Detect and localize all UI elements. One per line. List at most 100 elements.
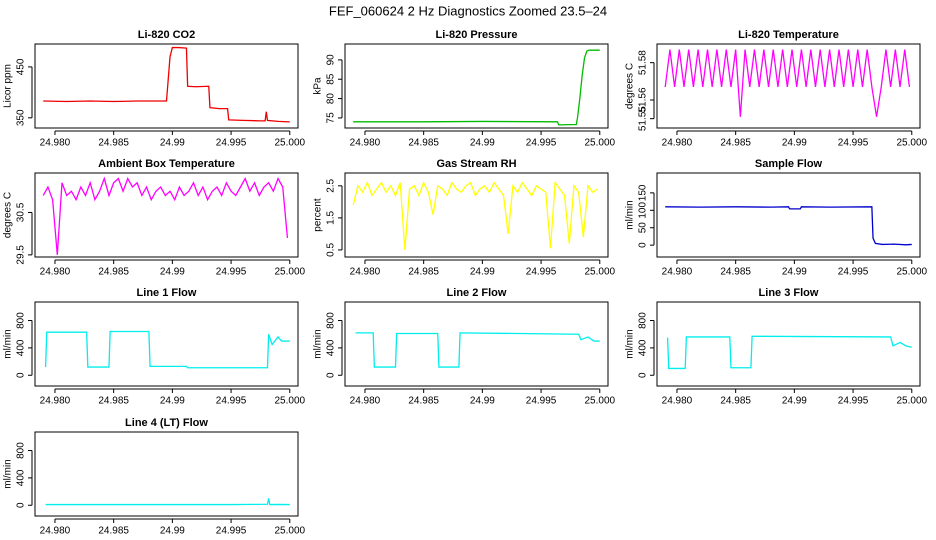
x-tick-label: 24.985 xyxy=(408,267,439,278)
x-tick-label: 25.000 xyxy=(896,138,927,149)
x-tick-label: 24.99 xyxy=(470,396,495,407)
x-tick-label: 24.99 xyxy=(470,267,495,278)
panel-title: Sample Flow xyxy=(755,158,823,170)
x-tick-label: 25.000 xyxy=(584,396,615,407)
data-line xyxy=(353,49,600,126)
y-tick-label: 800 xyxy=(16,312,27,329)
x-tick-label: 24.980 xyxy=(662,396,693,407)
y-axis-label: ml/min xyxy=(3,329,14,358)
y-axis-label: ml/min xyxy=(625,200,636,229)
x-tick-label: 24.99 xyxy=(160,526,185,537)
y-tick-label: 80 xyxy=(326,93,337,105)
data-line xyxy=(42,176,289,255)
x-tick-label: 24.99 xyxy=(470,138,495,149)
x-tick-label: 24.985 xyxy=(98,267,129,278)
panel-title: Line 4 (LT) Flow xyxy=(125,417,208,429)
y-tick-label: 450 xyxy=(16,58,27,75)
y-tick-label: 90 xyxy=(326,54,337,66)
x-tick-label: 24.985 xyxy=(720,396,751,407)
x-tick-label: 24.980 xyxy=(350,396,381,407)
y-tick-label: 2.5 xyxy=(326,178,337,192)
x-tick-label: 24.980 xyxy=(40,526,71,537)
y-tick-label: 1.5 xyxy=(326,210,337,224)
x-tick-label: 24.99 xyxy=(160,138,185,149)
data-line xyxy=(44,330,290,369)
x-tick-label: 25.000 xyxy=(896,267,927,278)
plot-frame xyxy=(344,172,609,258)
panel-title: Li-820 Pressure xyxy=(436,29,518,41)
panel: Li-820 Pressure kPa 24.980 24.985 24.99 24.99… xyxy=(313,29,616,149)
x-tick-label: 24.985 xyxy=(720,267,751,278)
x-tick-label: 24.99 xyxy=(782,138,807,149)
y-axis-label: kPa xyxy=(313,77,324,95)
y-axis-label: ml/min xyxy=(313,329,324,358)
x-tick-label: 24.980 xyxy=(40,138,71,149)
y-tick-label: 0.5 xyxy=(326,243,337,257)
data-line xyxy=(355,332,600,368)
data-line xyxy=(352,180,598,250)
y-axis-label: ml/min xyxy=(3,459,14,488)
x-tick-label: 24.995 xyxy=(216,138,247,149)
panel-title: Line 3 Flow xyxy=(759,287,819,299)
plot-frame xyxy=(656,301,921,387)
x-tick-label: 24.99 xyxy=(782,267,807,278)
panel: Li-820 CO2 Licor ppm 24.980 24.985 24.99 24.9… xyxy=(3,29,306,149)
data-line xyxy=(665,206,912,246)
x-tick-label: 25.000 xyxy=(584,267,615,278)
y-tick-label: 400 xyxy=(16,469,27,486)
panel-title: Gas Stream RH xyxy=(436,158,516,170)
panel-title: Ambient Box Temperature xyxy=(98,158,235,170)
plot-frame xyxy=(34,431,299,517)
x-tick-label: 24.995 xyxy=(526,396,557,407)
panel: Line 1 Flow ml/min 24.980 24.985 24.99 24.995… xyxy=(3,287,306,407)
y-tick-label: 100 xyxy=(638,202,649,219)
y-tick-label: 800 xyxy=(16,442,27,459)
x-tick-label: 25.000 xyxy=(274,526,305,537)
x-tick-label: 24.995 xyxy=(838,396,869,407)
y-tick-label: 150 xyxy=(638,184,649,201)
x-tick-label: 24.985 xyxy=(98,526,129,537)
y-tick-label: 29.5 xyxy=(16,245,27,265)
panel: Line 2 Flow ml/min 24.980 24.985 24.99 24.995… xyxy=(313,287,616,407)
plot-frame xyxy=(344,301,609,387)
y-tick-label: 85 xyxy=(326,73,337,85)
panel-title: Line 2 Flow xyxy=(447,287,507,299)
x-tick-label: 24.980 xyxy=(40,267,71,278)
x-tick-label: 24.995 xyxy=(216,396,247,407)
x-tick-label: 24.985 xyxy=(720,138,751,149)
x-tick-label: 24.995 xyxy=(838,138,869,149)
y-axis-label: percent xyxy=(313,198,324,232)
x-tick-label: 25.000 xyxy=(274,138,305,149)
x-tick-label: 24.985 xyxy=(408,138,439,149)
plot-frame xyxy=(656,172,921,258)
y-tick-label: 0 xyxy=(326,372,337,378)
y-tick-label: 400 xyxy=(326,339,337,356)
y-tick-label: 0 xyxy=(16,372,27,378)
x-tick-label: 25.000 xyxy=(896,396,927,407)
x-tick-label: 24.980 xyxy=(350,138,381,149)
x-tick-label: 24.980 xyxy=(662,267,693,278)
y-tick-label: 0 xyxy=(638,372,649,378)
plot-frame xyxy=(34,172,299,258)
y-tick-label: 75 xyxy=(326,112,337,124)
panel: Sample Flow ml/min 24.980 24.985 24.99 24.995… xyxy=(625,158,928,278)
plot-frame xyxy=(656,43,921,129)
data-line xyxy=(666,335,912,370)
x-tick-label: 24.985 xyxy=(98,396,129,407)
x-tick-label: 24.995 xyxy=(216,526,247,537)
y-tick-label: 800 xyxy=(326,312,337,329)
y-tick-label: 0 xyxy=(16,502,27,508)
x-tick-label: 24.980 xyxy=(40,396,71,407)
y-axis-label: Licor ppm xyxy=(3,64,14,108)
y-tick-label: 800 xyxy=(638,312,649,329)
panel-title: Li-820 CO2 xyxy=(138,29,195,41)
y-tick-label: 400 xyxy=(16,339,27,356)
panel: Line 4 (LT) Flow ml/min 24.980 24.985 24.99 2… xyxy=(3,417,306,537)
plot-frame xyxy=(34,301,299,387)
panel-title: Li-820 Temperature xyxy=(738,29,839,41)
y-tick-label: 30.5 xyxy=(16,202,27,222)
x-tick-label: 24.99 xyxy=(782,396,807,407)
x-tick-label: 24.99 xyxy=(160,267,185,278)
x-tick-label: 25.000 xyxy=(584,138,615,149)
